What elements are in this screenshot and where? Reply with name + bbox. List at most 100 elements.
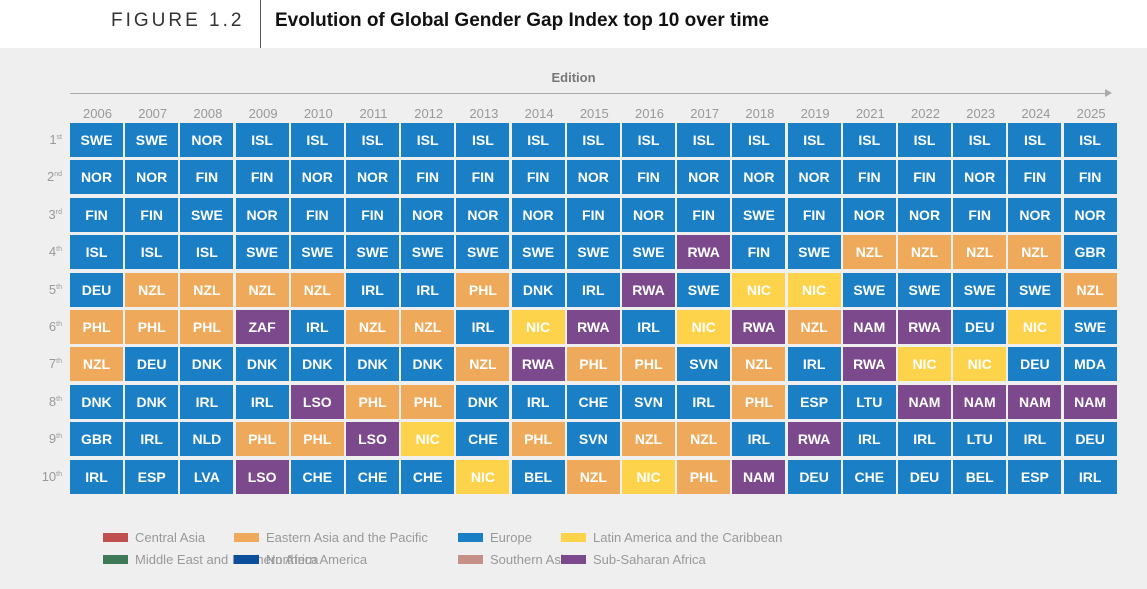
country-cell: FIN	[566, 197, 620, 232]
rank-number: 5	[48, 281, 57, 297]
country-cell: NIC	[456, 459, 510, 494]
country-cell: LSO	[346, 422, 399, 457]
country-cell: ISL	[1008, 123, 1062, 157]
country-cell: ISL	[290, 123, 344, 157]
country-cell: PHL	[622, 347, 675, 382]
country-cell: ESP	[1008, 459, 1062, 494]
country-cell: ISL	[622, 123, 675, 157]
country-cell: ISL	[842, 123, 896, 157]
country-cell: SWE	[677, 272, 731, 307]
rank-label: 9th	[20, 431, 62, 446]
country-cell: NAM	[898, 384, 951, 419]
figure-title: Evolution of Global Gender Gap Index top…	[275, 10, 770, 31]
country-cell: FIN	[1008, 160, 1062, 195]
rank-label: 5th	[20, 282, 62, 297]
country-cell: NOR	[290, 160, 344, 195]
rank-suffix: th	[56, 395, 62, 403]
country-cell: ISL	[235, 123, 289, 157]
rank-suffix: th	[56, 433, 62, 441]
legend-swatch	[103, 533, 128, 542]
country-cell: FIN	[346, 197, 399, 232]
country-cell: FIN	[70, 197, 123, 232]
legend-label: Middle East and Northern Africa	[135, 552, 319, 567]
country-cell: NOR	[70, 160, 123, 195]
country-cell: FIN	[456, 160, 510, 195]
rank-suffix: th	[56, 358, 62, 366]
country-cell: LTU	[953, 422, 1007, 457]
country-cell: RWA	[511, 347, 565, 382]
country-cell: ISL	[346, 123, 399, 157]
country-cell: FIN	[842, 160, 896, 195]
year-label: 2025	[1076, 106, 1106, 121]
country-cell: FIN	[125, 197, 179, 232]
country-cell: ISL	[953, 123, 1007, 157]
country-cell: NZL	[1008, 235, 1062, 270]
country-cell: IRL	[511, 384, 565, 419]
legend-swatch	[103, 555, 128, 564]
country-cell: MDA	[1063, 347, 1117, 382]
country-cell: NZL	[953, 235, 1007, 270]
country-cell: IRL	[1008, 422, 1062, 457]
country-cell: RWA	[732, 310, 786, 344]
rank-label: 2nd	[20, 169, 62, 184]
country-cell: NOR	[180, 123, 234, 157]
year-label: 2022	[911, 106, 940, 121]
year-label: 2011	[359, 106, 388, 121]
country-cell: FIN	[953, 197, 1007, 232]
rank-label: 10th	[20, 469, 62, 484]
country-cell: SWE	[898, 272, 951, 307]
country-cell: DNK	[511, 272, 565, 307]
legend-swatch	[458, 555, 483, 564]
year-label: 2012	[414, 106, 444, 121]
country-cell: ISL	[511, 123, 565, 157]
country-cell: ESP	[125, 459, 179, 494]
country-cell: NIC	[1008, 310, 1062, 344]
country-cell: PHL	[732, 384, 786, 419]
country-cell: PHL	[125, 310, 179, 344]
edition-axis-arrow	[1105, 89, 1112, 97]
country-cell: SWE	[125, 123, 179, 157]
country-cell: FIN	[401, 160, 455, 195]
country-cell: SWE	[456, 235, 510, 270]
edition-axis-line	[70, 93, 1107, 94]
country-cell: PHL	[456, 272, 510, 307]
year-label: 2010	[303, 106, 333, 121]
country-cell: RWA	[622, 272, 675, 307]
legend-label: Sub-Saharan Africa	[593, 552, 706, 567]
country-cell: NOR	[511, 197, 565, 232]
country-cell: RWA	[787, 422, 841, 457]
country-cell: BEL	[953, 459, 1007, 494]
legend-item: Europe	[458, 530, 532, 545]
country-cell: IRL	[677, 384, 731, 419]
country-cell: SWE	[732, 197, 786, 232]
country-cell: IRL	[842, 422, 896, 457]
legend-label: Latin America and the Caribbean	[593, 530, 783, 545]
country-cell: NOR	[125, 160, 179, 195]
country-cell: NIC	[401, 422, 455, 457]
country-cell: IRL	[898, 422, 951, 457]
country-cell: SWE	[622, 235, 675, 270]
country-cell: FIN	[290, 197, 344, 232]
country-cell: NZL	[180, 272, 234, 307]
country-cell: SWE	[70, 123, 123, 157]
country-cell: PHL	[566, 347, 620, 382]
year-label: 2018	[745, 106, 775, 121]
year-label: 2007	[138, 106, 168, 121]
legend-item: Latin America and the Caribbean	[561, 530, 782, 545]
country-cell: NIC	[677, 310, 731, 344]
country-cell: NZL	[70, 347, 123, 382]
country-cell: SWE	[566, 235, 620, 270]
country-cell: DNK	[456, 384, 510, 419]
country-cell: NZL	[787, 310, 841, 344]
country-cell: RWA	[842, 347, 896, 382]
country-cell: NAM	[953, 384, 1007, 419]
country-cell: ISL	[787, 123, 841, 157]
country-cell: DEU	[1063, 422, 1117, 457]
country-cell: IRL	[1063, 459, 1117, 494]
country-cell: NZL	[125, 272, 179, 307]
rank-number: 2	[46, 169, 55, 185]
rank-label: 7th	[20, 356, 62, 371]
year-label: 2006	[83, 106, 112, 121]
country-cell: PHL	[511, 422, 565, 457]
country-cell: ISL	[566, 123, 620, 157]
